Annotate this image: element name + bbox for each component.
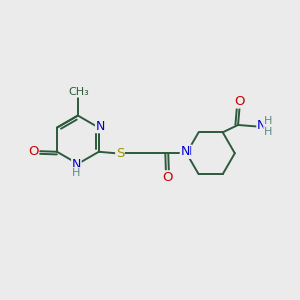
Text: H: H	[264, 116, 272, 126]
Text: N: N	[183, 145, 192, 158]
Text: CH₃: CH₃	[68, 87, 89, 97]
Text: S: S	[116, 147, 124, 160]
Text: N: N	[96, 120, 105, 133]
Text: N: N	[180, 145, 190, 158]
Text: H: H	[264, 127, 272, 137]
Text: O: O	[28, 145, 39, 158]
Text: N: N	[257, 119, 266, 132]
Text: O: O	[234, 95, 245, 108]
Text: O: O	[162, 171, 172, 184]
Text: H: H	[72, 168, 81, 178]
Text: N: N	[72, 158, 81, 171]
